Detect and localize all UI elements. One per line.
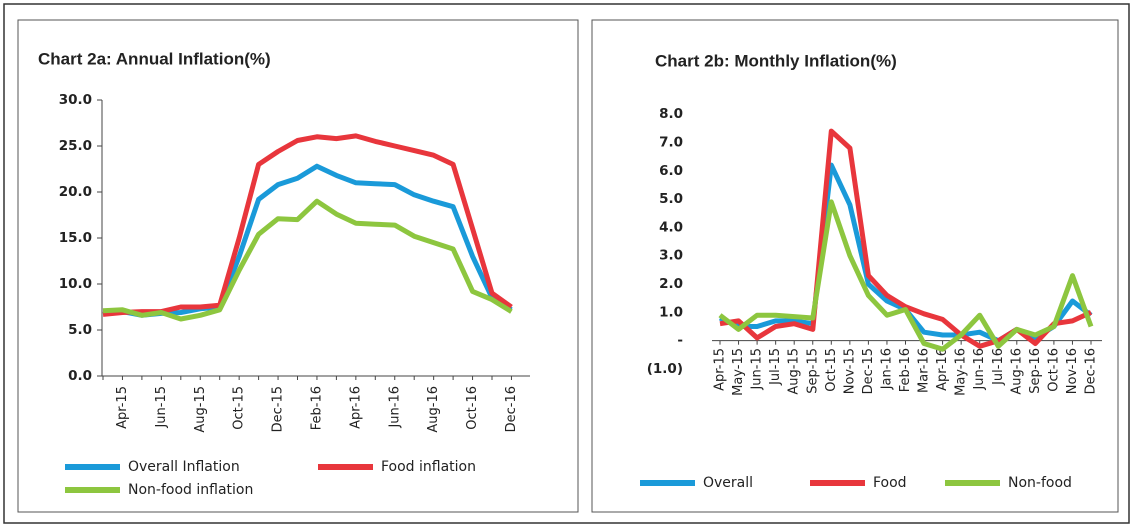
- legend-label: Food inflation: [381, 459, 476, 475]
- x-tick-label: Jul-16: [991, 348, 1006, 386]
- x-tick-label: Dec-15: [271, 386, 286, 432]
- series-line: [102, 198, 513, 322]
- y-tick-label: 6.0: [659, 163, 683, 179]
- x-tick-label: Aug-16: [1009, 348, 1024, 395]
- series-line: [102, 133, 513, 317]
- legend-label: Overall Inflation: [128, 459, 240, 475]
- x-tick-label: Jun-16: [972, 348, 987, 391]
- legend-label: Food: [873, 475, 907, 491]
- x-tick-label: Aug-15: [193, 386, 208, 433]
- x-tick-label: Feb-16: [898, 348, 913, 392]
- x-tick-label: Apr-15: [713, 348, 728, 391]
- y-tick-label: 7.0: [659, 134, 683, 150]
- panel-frame: [17, 19, 579, 513]
- x-tick-label: Nov-16: [1065, 348, 1080, 394]
- y-tick-label: 0.0: [68, 368, 92, 384]
- x-tick-label: Apr-16: [935, 348, 950, 391]
- y-tick-label: (1.0): [647, 361, 683, 377]
- y-tick-label: 4.0: [659, 219, 683, 235]
- panel-frame: [591, 19, 1119, 513]
- x-tick-label: Dec-16: [1084, 348, 1099, 394]
- x-tick-label: Dec-15: [861, 348, 876, 394]
- x-tick-label: May-15: [731, 348, 746, 396]
- x-tick-label: Aug-16: [426, 386, 441, 433]
- x-tick-label: Aug-15: [787, 348, 802, 395]
- series-line: [103, 163, 513, 318]
- y-tick-label: 1.0: [659, 304, 683, 320]
- legend-label: Non-food: [1008, 475, 1072, 491]
- y-tick-label: 5.0: [68, 322, 92, 338]
- x-tick-label: Apr-16: [348, 386, 363, 429]
- x-tick-label: Sep-15: [805, 348, 820, 394]
- x-tick-label: Oct-16: [1046, 348, 1061, 392]
- y-tick-label: 15.0: [59, 230, 92, 246]
- x-tick-label: Feb-16: [309, 386, 324, 430]
- legend-label: Overall: [703, 475, 753, 491]
- x-tick-label: Mar-16: [917, 348, 932, 393]
- y-tick-label: -: [677, 333, 683, 349]
- x-tick-label: Oct-15: [824, 348, 839, 392]
- x-tick-label: Jan-16: [879, 348, 894, 390]
- x-tick-label: Jun-16: [387, 386, 402, 429]
- legend-label: Non-food inflation: [128, 482, 253, 498]
- x-tick-label: May-16: [954, 348, 969, 396]
- y-tick-label: 10.0: [59, 276, 92, 292]
- x-tick-label: Oct-15: [232, 386, 247, 430]
- x-tick-label: Jun-15: [154, 386, 169, 429]
- y-tick-label: 30.0: [59, 92, 92, 108]
- y-tick-label: 2.0: [659, 276, 683, 292]
- series-line: [719, 128, 1093, 349]
- y-tick-label: 5.0: [659, 191, 683, 207]
- x-tick-label: Apr-15: [115, 386, 130, 429]
- chart-title: Chart 2a: Annual Inflation(%): [38, 49, 271, 68]
- x-tick-label: Jul-15: [768, 348, 783, 386]
- x-tick-label: Dec-16: [504, 386, 519, 432]
- y-tick-label: 3.0: [659, 248, 683, 264]
- outer-frame: [3, 3, 1130, 524]
- x-tick-label: Jun-15: [750, 348, 765, 391]
- series-line: [718, 199, 1094, 352]
- x-tick-label: Oct-16: [465, 386, 480, 430]
- y-tick-label: 8.0: [659, 106, 683, 122]
- x-tick-label: Sep-16: [1028, 348, 1043, 394]
- x-tick-label: Nov-15: [842, 348, 857, 394]
- chart-title: Chart 2b: Monthly Inflation(%): [655, 51, 897, 70]
- y-tick-label: 20.0: [59, 184, 92, 200]
- y-tick-label: 25.0: [59, 138, 92, 154]
